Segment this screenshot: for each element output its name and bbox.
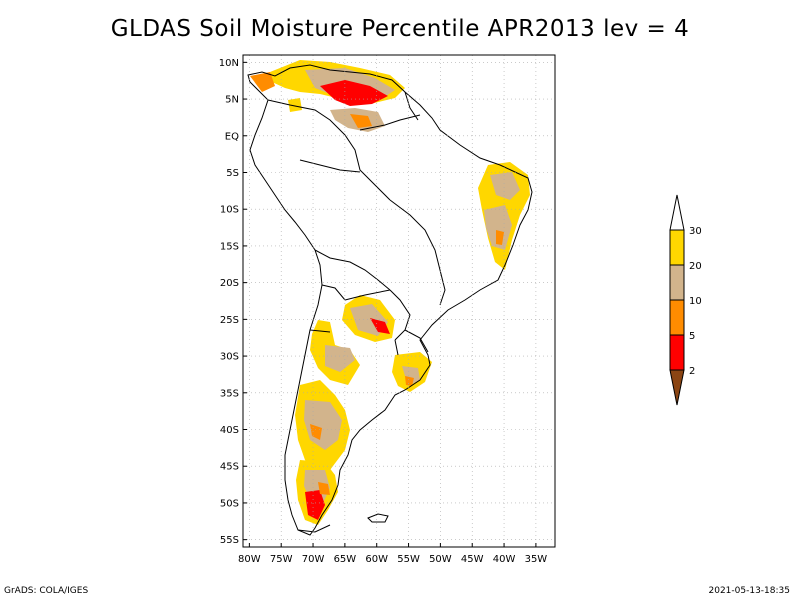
border-5: [321, 284, 346, 301]
legend-arrow-top: [669, 194, 685, 231]
patch-py-3: [370, 318, 390, 334]
legend-box-2-5: [669, 334, 685, 371]
lon-tick-label: 65W: [334, 554, 357, 565]
lat-tick-label: 50S: [220, 498, 239, 509]
lon-tick-label: 55W: [397, 554, 420, 565]
legend-label-30: 30: [689, 226, 702, 237]
lon-tick-label: 45W: [461, 554, 484, 565]
legend-box-10-20: [669, 264, 685, 301]
lon-tick-label: 60W: [365, 554, 388, 565]
border-6: [389, 289, 411, 341]
patch-ne-2: [490, 172, 520, 200]
legend-box-5-10: [669, 299, 685, 336]
map-frame: [242, 54, 556, 548]
lon-tick-label: 75W: [270, 554, 293, 565]
legend-label-2: 2: [689, 366, 695, 377]
lat-tick-label: 15S: [220, 241, 239, 252]
patch-uy-3: [405, 376, 414, 386]
footer-credit: GrADS: COLA/IGES: [4, 586, 89, 596]
legend-label-5: 5: [689, 331, 695, 342]
patch-ne-3: [484, 205, 512, 250]
lat-tick-label: 10S: [220, 205, 239, 216]
map-plot-area: [242, 54, 556, 548]
lon-tick-label: 70W: [302, 554, 325, 565]
lat-tick-label: 55S: [220, 535, 239, 546]
lat-tick-label: 45S: [220, 462, 239, 473]
footer-timestamp: 2021-05-13-18:35: [708, 586, 791, 596]
legend-box-20-30: [669, 229, 685, 266]
border-10: [309, 329, 331, 333]
patch-north-7: [288, 98, 302, 112]
border-4: [314, 249, 391, 291]
border-11: [359, 114, 421, 131]
patch-north-6: [250, 72, 275, 92]
patch-north-3: [320, 80, 388, 106]
patch-ar-2: [325, 345, 355, 372]
coastline: [247, 64, 533, 536]
border-9: [344, 289, 391, 301]
border-13: [297, 524, 331, 533]
lat-tick-label: 5N: [225, 95, 239, 106]
axis-ticks: 10N 5N EQ 5S 10S 15S 20S 25S 30S 35S 40S 45S 50S 55S 8…: [219, 58, 548, 565]
legend-label-20: 20: [689, 261, 702, 272]
lat-tick-label: 10N: [219, 58, 239, 69]
border-12: [404, 91, 419, 121]
patch-ar-8: [305, 490, 325, 520]
lat-tick-label: 30S: [220, 352, 239, 363]
border-3: [299, 159, 361, 173]
island-falklands: [367, 513, 389, 523]
legend-label-10: 10: [689, 296, 702, 307]
grid-lines: [243, 55, 555, 547]
lat-tick-label: 35S: [220, 388, 239, 399]
patch-ar-5: [310, 424, 322, 440]
map-title: GLDAS Soil Moisture Percentile APR2013 l…: [110, 16, 690, 42]
lon-tick-label: 50W: [429, 554, 452, 565]
border-7: [404, 329, 429, 353]
lat-tick-label: EQ: [225, 131, 239, 142]
legend-arrow-bottom: [669, 369, 685, 406]
patch-ar-9: [318, 482, 330, 495]
color-legend: 30 20 10 5 2: [669, 194, 702, 406]
lon-tick-label: 40W: [493, 554, 516, 565]
lat-tick-label: 40S: [220, 425, 239, 436]
patch-ne-4: [496, 230, 504, 245]
border-8: [394, 339, 399, 356]
lon-tick-label: 80W: [238, 554, 261, 565]
lon-tick-label: 35W: [525, 554, 548, 565]
lat-tick-label: 5S: [226, 168, 239, 179]
coastline-main: [247, 64, 533, 536]
patch-ar-4: [304, 400, 342, 450]
patch-north-5: [350, 114, 372, 128]
percentile-patches: [250, 60, 530, 525]
lat-tick-label: 25S: [220, 315, 239, 326]
lat-tick-label: 20S: [220, 278, 239, 289]
border-2: [389, 199, 446, 306]
